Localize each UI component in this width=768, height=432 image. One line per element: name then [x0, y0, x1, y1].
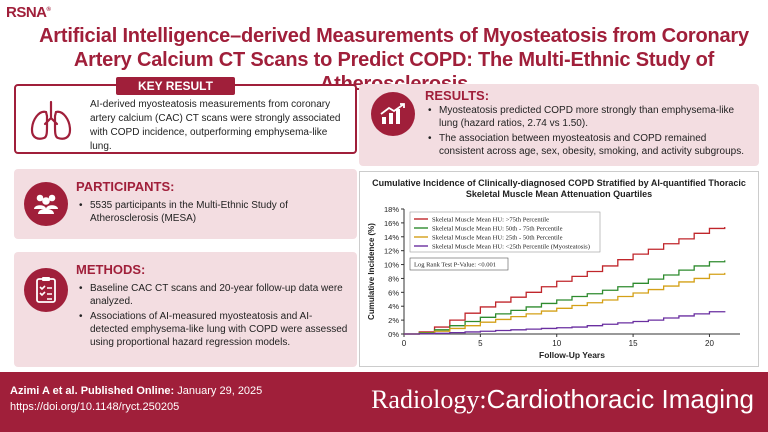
y-tick-label: 12% — [384, 247, 399, 256]
rising-chart-icon — [371, 92, 415, 136]
series-line-2 — [404, 260, 726, 335]
y-axis-label: Cumulative Incidence (%) — [367, 223, 376, 320]
methods-bullet-1: Baseline CAC CT scans and 20-year follow… — [78, 282, 348, 308]
x-tick-label: 5 — [478, 339, 483, 348]
lungs-icon — [30, 100, 72, 140]
publish-date: January 29, 2025 — [177, 385, 263, 397]
rsna-logo: RSNA® — [6, 4, 51, 21]
y-tick-label: 18% — [384, 205, 399, 214]
people-icon — [24, 182, 68, 226]
legend-box — [409, 211, 601, 253]
results-list: Myosteatosis predicted COPD more strongl… — [427, 104, 752, 160]
y-tick-label: 4% — [388, 302, 399, 311]
methods-list: Baseline CAC CT scans and 20-year follow… — [78, 282, 348, 351]
x-tick-label: 10 — [552, 339, 561, 348]
x-tick-label: 0 — [402, 339, 407, 348]
legend-entry: Skeletal Muscle Mean HU: <25th Percentil… — [432, 244, 590, 251]
results-bullet-1: Myosteatosis predicted COPD more strongl… — [427, 104, 752, 130]
y-tick-label: 16% — [384, 219, 399, 228]
citation: Azimi A et al. Published Online: January… — [10, 385, 263, 397]
x-tick-label: 20 — [705, 339, 714, 348]
y-tick-label: 2% — [388, 316, 399, 325]
key-result-panel: KEY RESULT AI-derived myosteatosis measu… — [14, 77, 357, 154]
series-line-4 — [404, 311, 726, 335]
page-title: Artificial Intelligence–derived Measurem… — [30, 24, 758, 96]
legend-entry: Skeletal Muscle Mean HU: 50th - 75th Per… — [432, 226, 563, 233]
results-heading: RESULTS: — [425, 88, 490, 103]
footer-bar: Azimi A et al. Published Online: January… — [0, 372, 768, 432]
key-result-label: KEY RESULT — [116, 77, 235, 95]
y-tick-label: 14% — [384, 233, 399, 242]
series-line-3 — [404, 272, 726, 335]
journal-name: Radiology:Cardiothoracic Imaging — [371, 384, 754, 414]
y-tick-label: 6% — [388, 288, 399, 297]
participants-bullet: 5535 participants in the Multi-Ethnic St… — [78, 199, 318, 225]
doi-link[interactable]: https://doi.org/10.1148/ryct.250205 — [10, 401, 180, 413]
incidence-chart-panel: Cumulative Incidence of Clinically-diagn… — [359, 171, 759, 367]
x-tick-label: 15 — [629, 339, 638, 348]
methods-heading: METHODS: — [76, 262, 146, 277]
participants-list: 5535 participants in the Multi-Ethnic St… — [78, 199, 318, 227]
methods-bullet-2: Associations of AI-measured myosteatosis… — [78, 310, 348, 349]
y-tick-label: 10% — [384, 261, 399, 270]
chart-title: Cumulative Incidence of Clinically-diagn… — [372, 178, 746, 199]
incidence-chart: 0% 2% 4% 6% 8% 10% 12% 14% 16% 18% 0 5 10 15 20 Follow-… — [367, 205, 740, 360]
participants-heading: PARTICIPANTS: — [76, 179, 175, 194]
annotation-box — [409, 257, 509, 271]
y-tick-label: 0% — [388, 330, 399, 339]
series-line-1 — [404, 227, 726, 335]
clipboard-checklist-icon — [24, 268, 68, 312]
y-tick-label: 8% — [388, 274, 399, 283]
x-axis-label: Follow-Up Years — [539, 350, 605, 360]
legend-entry: Skeletal Muscle Mean HU: 25th - 50th Per… — [432, 235, 563, 242]
results-panel: RESULTS: Myosteatosis predicted COPD mor… — [359, 84, 759, 166]
results-bullet-2: The association between myosteatosis and… — [427, 132, 752, 158]
title-line-1: Artificial Intelligence–derived Measurem… — [39, 25, 749, 47]
participants-panel: PARTICIPANTS: 5535 participants in the M… — [14, 169, 357, 239]
logrank-annotation: Log Rank Test P-Value: <0.001 — [414, 262, 496, 269]
legend-entry: Skeletal Muscle Mean HU: >75th Percentil… — [432, 217, 549, 224]
key-result-text: AI-derived myosteatosis measurements fro… — [90, 99, 341, 152]
methods-panel: METHODS: Baseline CAC CT scans and 20-ye… — [14, 252, 357, 367]
